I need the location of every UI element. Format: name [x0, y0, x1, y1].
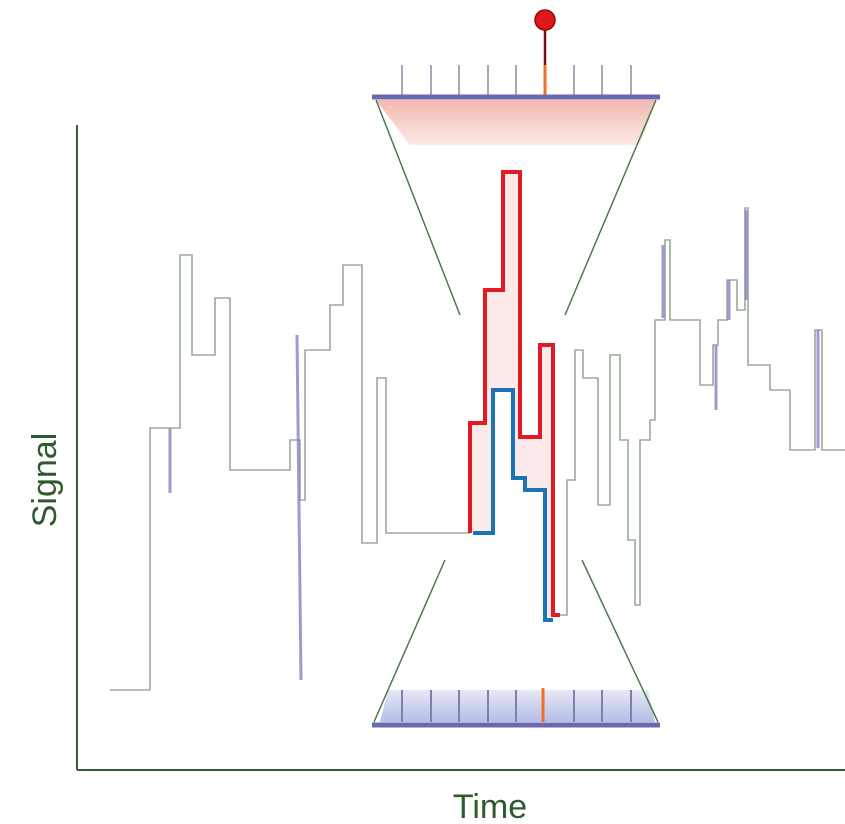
bottom-funnel — [373, 559, 659, 723]
red-trace — [468, 170, 560, 617]
signal-trace-right — [560, 207, 845, 616]
axes — [76, 125, 845, 771]
trace-fill — [470, 172, 553, 620]
signal-spikes — [168, 210, 820, 681]
pin-head — [534, 9, 556, 31]
y-axis-label: Signal — [26, 433, 64, 528]
bottom-ticks — [401, 690, 632, 722]
top-ticks — [401, 65, 632, 95]
top-funnel — [375, 99, 657, 316]
top-cone — [376, 100, 656, 145]
x-axis-label: Time — [453, 788, 527, 824]
bottom-fill — [380, 690, 655, 722]
blue-trace — [473, 388, 553, 622]
